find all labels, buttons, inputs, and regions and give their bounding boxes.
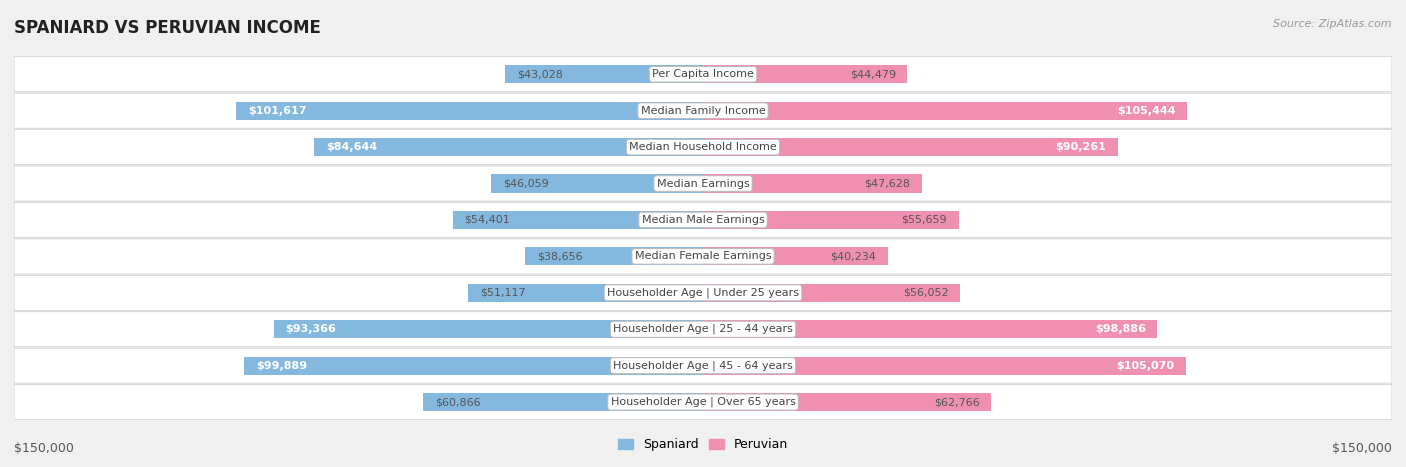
Bar	[703, 174, 922, 192]
Text: Householder Age | Over 65 years: Householder Age | Over 65 years	[610, 397, 796, 407]
Bar	[505, 65, 703, 83]
Bar	[423, 393, 703, 411]
Bar	[703, 357, 1185, 375]
FancyBboxPatch shape	[14, 130, 1392, 164]
Text: $105,444: $105,444	[1118, 106, 1175, 116]
Bar	[245, 357, 703, 375]
FancyBboxPatch shape	[14, 239, 1392, 274]
Bar	[314, 138, 703, 156]
Text: Median Household Income: Median Household Income	[628, 142, 778, 152]
Bar	[703, 211, 959, 229]
Text: Median Earnings: Median Earnings	[657, 178, 749, 189]
Text: Householder Age | 45 - 64 years: Householder Age | 45 - 64 years	[613, 361, 793, 371]
Text: Source: ZipAtlas.com: Source: ZipAtlas.com	[1274, 19, 1392, 28]
FancyBboxPatch shape	[14, 385, 1392, 419]
Text: $51,117: $51,117	[479, 288, 526, 298]
FancyBboxPatch shape	[14, 312, 1392, 347]
Text: $93,366: $93,366	[285, 324, 336, 334]
FancyBboxPatch shape	[14, 348, 1392, 383]
Bar	[453, 211, 703, 229]
Text: Householder Age | 25 - 44 years: Householder Age | 25 - 44 years	[613, 324, 793, 334]
Text: Householder Age | Under 25 years: Householder Age | Under 25 years	[607, 288, 799, 298]
Text: Median Family Income: Median Family Income	[641, 106, 765, 116]
Text: Median Female Earnings: Median Female Earnings	[634, 251, 772, 262]
FancyBboxPatch shape	[14, 93, 1392, 128]
Bar	[703, 101, 1187, 120]
Text: $47,628: $47,628	[865, 178, 910, 189]
Bar	[703, 65, 907, 83]
Text: $105,070: $105,070	[1116, 361, 1174, 371]
FancyBboxPatch shape	[14, 276, 1392, 310]
Bar	[526, 248, 703, 265]
Bar	[492, 174, 703, 192]
Text: $84,644: $84,644	[326, 142, 377, 152]
Bar	[703, 283, 960, 302]
Text: $90,261: $90,261	[1056, 142, 1107, 152]
Text: Median Male Earnings: Median Male Earnings	[641, 215, 765, 225]
Bar	[274, 320, 703, 338]
Text: Per Capita Income: Per Capita Income	[652, 69, 754, 79]
Text: $56,052: $56,052	[903, 288, 949, 298]
Bar	[703, 138, 1118, 156]
Text: $150,000: $150,000	[1331, 442, 1392, 455]
Bar	[703, 393, 991, 411]
Text: $54,401: $54,401	[464, 215, 510, 225]
Text: SPANIARD VS PERUVIAN INCOME: SPANIARD VS PERUVIAN INCOME	[14, 19, 321, 37]
Text: $38,656: $38,656	[537, 251, 582, 262]
Bar	[468, 283, 703, 302]
Text: $46,059: $46,059	[503, 178, 548, 189]
Text: $44,479: $44,479	[849, 69, 896, 79]
Text: $60,866: $60,866	[434, 397, 481, 407]
Bar	[703, 248, 887, 265]
FancyBboxPatch shape	[14, 166, 1392, 201]
Legend: Spaniard, Peruvian: Spaniard, Peruvian	[613, 433, 793, 456]
Text: $62,766: $62,766	[934, 397, 980, 407]
FancyBboxPatch shape	[14, 57, 1392, 92]
Text: $150,000: $150,000	[14, 442, 75, 455]
Text: $55,659: $55,659	[901, 215, 948, 225]
Text: $98,886: $98,886	[1095, 324, 1146, 334]
Text: $101,617: $101,617	[247, 106, 307, 116]
FancyBboxPatch shape	[14, 203, 1392, 237]
Text: $99,889: $99,889	[256, 361, 307, 371]
Bar	[703, 320, 1157, 338]
Bar	[236, 101, 703, 120]
Text: $43,028: $43,028	[517, 69, 562, 79]
Text: $40,234: $40,234	[831, 251, 876, 262]
